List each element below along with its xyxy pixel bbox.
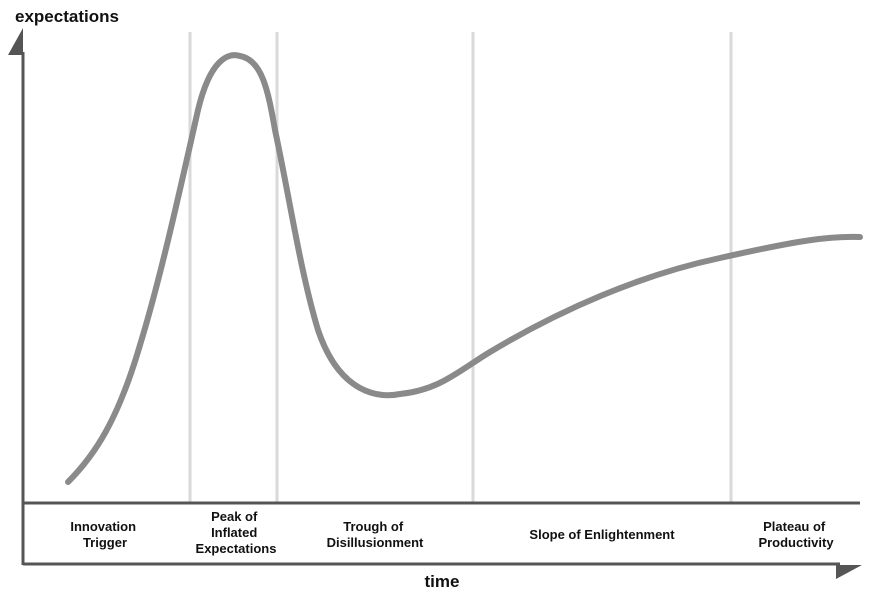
phase-label-plateau-of-productivity: Plateau of Productivity bbox=[758, 519, 834, 550]
phase-label-slope-of-enlightenment: Slope of Enlightenment bbox=[529, 527, 675, 542]
phase-label-peak-of-inflated-expectations: Peak of Inflated Expectations bbox=[196, 509, 277, 556]
phase-label-line: Productivity bbox=[758, 535, 834, 550]
y-axis-arrow-icon bbox=[8, 28, 23, 55]
phase-label-line: Peak of bbox=[211, 509, 258, 524]
phase-label-line: Plateau of bbox=[763, 519, 826, 534]
hype-curve bbox=[65, 52, 863, 485]
phase-label-line: Innovation bbox=[70, 519, 136, 534]
phase-label-line: Trigger bbox=[83, 535, 127, 550]
phase-label-line: Slope of Enlightenment bbox=[529, 527, 675, 542]
phase-label-line: Expectations bbox=[196, 541, 277, 556]
phase-label-line: Trough of bbox=[343, 519, 404, 534]
x-axis-title: time bbox=[425, 572, 460, 591]
y-axis-title: expectations bbox=[15, 7, 119, 26]
phase-label-trough-of-disillusionment: Trough of Disillusionment bbox=[327, 519, 424, 550]
phase-label-line: Inflated bbox=[211, 525, 257, 540]
phase-label-innovation-trigger: Innovation Trigger bbox=[70, 519, 139, 550]
phase-labels: Innovation Trigger Peak of Inflated Expe… bbox=[70, 509, 834, 556]
x-axis-arrow-icon bbox=[836, 565, 862, 579]
phase-label-line: Disillusionment bbox=[327, 535, 424, 550]
phase-dividers bbox=[188, 32, 733, 503]
axes bbox=[8, 28, 862, 579]
